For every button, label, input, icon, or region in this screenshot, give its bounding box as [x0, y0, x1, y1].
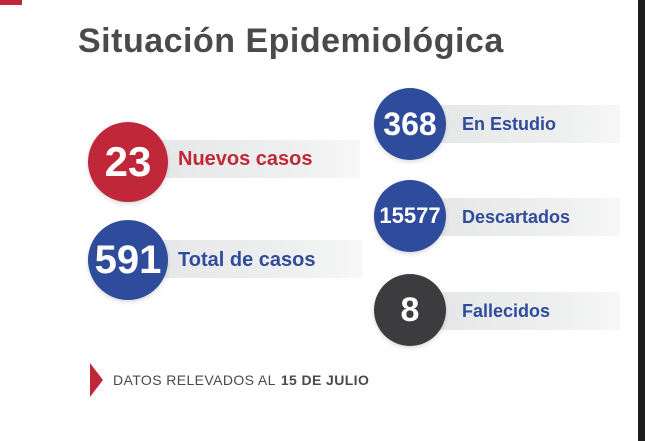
stat-value-circle: 8 [374, 274, 446, 346]
corner-accent [0, 0, 22, 5]
stat-label: Total de casos [178, 249, 316, 271]
stat-label: Fallecidos [462, 301, 551, 321]
stat-label: Nuevos casos [178, 148, 313, 170]
stat-value-circle: 15577 [374, 180, 446, 252]
footer-date: 15 DE JULIO [280, 372, 370, 388]
stat-label: En Estudio [462, 114, 556, 134]
data-date-note: DATOS RELEVADOS AL 15 DE JULIO [90, 362, 369, 398]
footer-text: DATOS RELEVADOS AL [113, 372, 276, 388]
stat-value-circle: 368 [374, 88, 446, 160]
stat-value-circle: 23 [88, 122, 168, 202]
stat-value-circle: 591 [88, 220, 168, 300]
page-title: Situación Epidemiológica [78, 22, 504, 60]
stat-label: Descartados [462, 207, 571, 227]
triangle-arrow-icon [90, 363, 103, 397]
